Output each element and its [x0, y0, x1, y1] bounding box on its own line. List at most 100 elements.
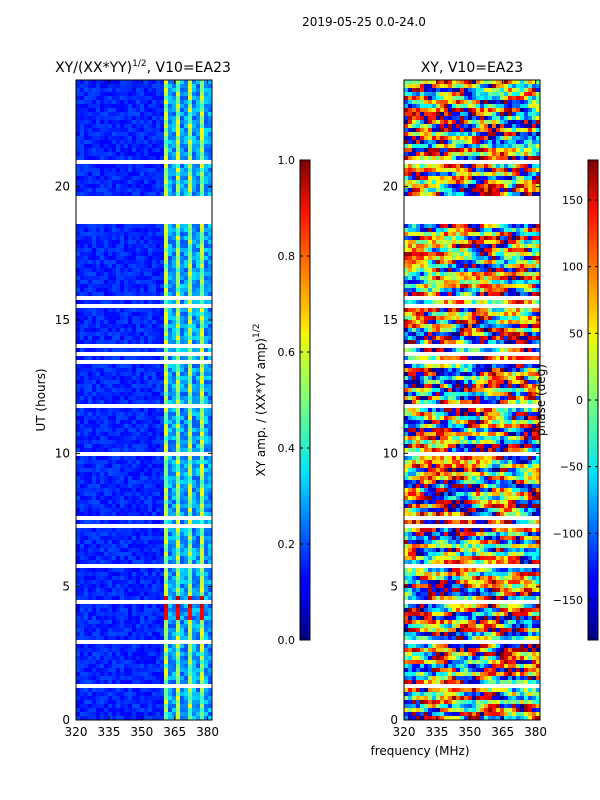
amp-cell: [160, 484, 165, 489]
amp-cell: [152, 296, 157, 301]
amp-cell: [96, 468, 101, 473]
amp-cell: [104, 436, 109, 441]
amp-cell: [132, 96, 137, 101]
amp-cell: [128, 480, 133, 485]
amp-cell: [180, 472, 185, 477]
amp-cell: [76, 412, 81, 417]
amp-cell: [104, 96, 109, 101]
amp-cell: [144, 120, 149, 125]
amp-cell: [112, 548, 117, 553]
amp-cell: [76, 640, 81, 645]
amp-cell: [80, 600, 85, 605]
amp-cell: [100, 620, 105, 625]
amp-cell: [144, 368, 149, 373]
amp-cell: [160, 608, 165, 613]
amp-cell: [176, 560, 181, 565]
amp-cell: [80, 396, 85, 401]
amp-cell: [136, 128, 141, 133]
amp-cell: [192, 608, 197, 613]
amp-cell: [84, 504, 89, 509]
amp-cell: [120, 356, 125, 361]
amp-cell: [204, 432, 209, 437]
amp-cell: [188, 316, 193, 321]
amp-cell: [160, 572, 165, 577]
amp-cell: [128, 272, 133, 277]
amp-cell: [152, 176, 157, 181]
amp-cell: [156, 540, 161, 545]
amp-cell: [188, 476, 193, 481]
amp-cell: [104, 320, 109, 325]
amp-cell: [168, 460, 173, 465]
amp-cell: [156, 416, 161, 421]
amp-cell: [76, 340, 81, 345]
amp-cell: [120, 332, 125, 337]
amp-cell: [116, 112, 121, 117]
amp-cell: [192, 636, 197, 641]
amp-cell: [164, 192, 169, 197]
amp-cell: [168, 504, 173, 509]
amp-cell: [172, 552, 177, 557]
amp-cell: [144, 192, 149, 197]
amp-cell: [192, 432, 197, 437]
amp-cell: [104, 604, 109, 609]
amp-cell: [160, 636, 165, 641]
amp-cell: [96, 200, 101, 205]
amp-cell: [156, 288, 161, 293]
amp-cell: [200, 448, 205, 453]
amp-cell: [124, 528, 129, 533]
amp-cell: [184, 524, 189, 529]
amp-cell: [88, 256, 93, 261]
amp-cell: [176, 140, 181, 145]
amp-cell: [92, 500, 97, 505]
amp-cell: [184, 200, 189, 205]
amp-cell: [188, 652, 193, 657]
amp-cell: [92, 452, 97, 457]
amp-cell: [160, 144, 165, 149]
amp-cell: [108, 524, 113, 529]
amp-cell: [180, 404, 185, 409]
amp-cell: [160, 216, 165, 221]
amp-cell: [184, 316, 189, 321]
amp-cell: [148, 384, 153, 389]
amp-cell: [92, 144, 97, 149]
amp-cell: [80, 244, 85, 249]
amp-cell: [168, 188, 173, 193]
amp-cell: [116, 368, 121, 373]
amp-cell: [104, 476, 109, 481]
amp-cell: [204, 504, 209, 509]
amp-cell: [108, 352, 113, 357]
amp-cell: [88, 424, 93, 429]
amp-cell: [204, 380, 209, 385]
amp-cell: [76, 560, 81, 565]
amp-cell: [188, 116, 193, 121]
amp-cell: [116, 632, 121, 637]
amp-cell: [152, 200, 157, 205]
amp-cell: [112, 104, 117, 109]
amp-cell: [204, 316, 209, 321]
amp-cell: [208, 416, 212, 421]
amp-cell: [160, 364, 165, 369]
amp-cell: [160, 372, 165, 377]
amp-cell: [140, 568, 145, 573]
amp-cell: [164, 80, 169, 85]
amp-cell: [104, 612, 109, 617]
amp-cell: [172, 588, 177, 593]
amp-cell: [140, 316, 145, 321]
amp-cell: [196, 320, 201, 325]
amp-cell: [116, 584, 121, 589]
amp-cell: [176, 588, 181, 593]
amp-cell: [176, 452, 181, 457]
amp-cell: [84, 664, 89, 669]
amp-cell: [144, 296, 149, 301]
amp-cell: [196, 624, 201, 629]
amp-cell: [152, 100, 157, 105]
amp-cell: [152, 372, 157, 377]
amp-cell: [188, 268, 193, 273]
amp-cell: [116, 104, 121, 109]
amp-cell: [116, 280, 121, 285]
amp-cell: [168, 168, 173, 173]
amp-cell: [196, 196, 201, 201]
amp-cell: [132, 436, 137, 441]
amp-cell: [100, 132, 105, 137]
amp-cell: [80, 276, 85, 281]
